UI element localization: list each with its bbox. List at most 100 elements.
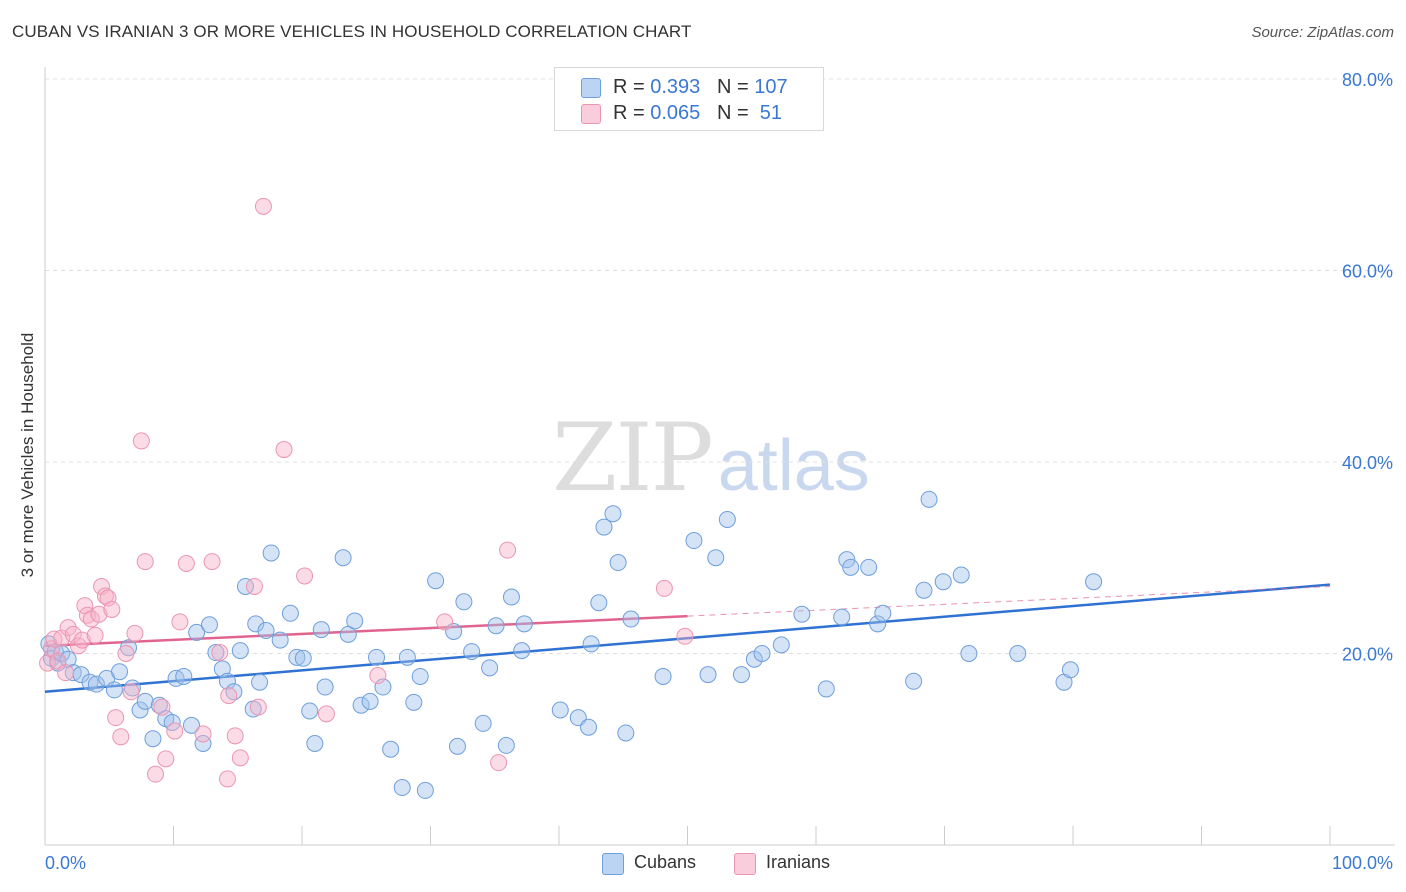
iranian-point	[436, 613, 454, 631]
iranian-point	[57, 664, 75, 682]
source-label: Source: ZipAtlas.com	[1251, 24, 1394, 41]
cuban-point	[445, 622, 463, 640]
iranian-point	[166, 722, 184, 740]
cuban-point	[352, 696, 370, 714]
iranian-point	[254, 197, 272, 215]
cuban-point	[136, 692, 154, 710]
cuban-point	[281, 604, 299, 622]
cuban-point	[838, 551, 856, 569]
cuban-point	[271, 631, 289, 649]
cuban-point	[481, 659, 499, 677]
cuban-point	[257, 622, 275, 640]
cuban-point	[53, 645, 71, 662]
cuban-point	[411, 667, 429, 685]
cuban-point	[361, 692, 379, 710]
cubans-swatch	[602, 853, 624, 875]
iranian-point	[317, 705, 335, 723]
cuban-point	[699, 666, 717, 684]
iranian-point	[177, 554, 195, 572]
legend-label: Iranians	[766, 852, 831, 872]
r-value: 0.065	[650, 102, 701, 124]
cuban-point	[842, 558, 860, 576]
cuban-point	[448, 737, 466, 755]
cuban-point	[513, 642, 531, 660]
iranian-point	[226, 727, 244, 745]
axes	[44, 67, 1395, 846]
cuban-point	[515, 615, 533, 633]
cuban-point	[753, 645, 771, 662]
cuban-point	[718, 510, 736, 528]
cuban-point	[1085, 573, 1103, 591]
iranian-point	[132, 432, 150, 450]
n-label: N =	[716, 102, 755, 124]
cuban-point	[874, 604, 892, 622]
x-tick-label: 100.0%	[1332, 853, 1393, 873]
cuban-point	[207, 644, 225, 662]
cuban-point	[952, 566, 970, 584]
n-value: 51	[754, 102, 783, 124]
cuban-point	[427, 572, 445, 590]
cuban-point	[405, 693, 423, 711]
cuban-point	[474, 714, 492, 732]
cuban-point	[346, 612, 364, 630]
iranian-point	[218, 770, 236, 788]
cuban-point	[502, 588, 520, 606]
iranian-point	[73, 631, 91, 649]
cuban-point	[175, 667, 193, 685]
cuban-point	[262, 544, 280, 562]
iranian-point	[39, 654, 57, 672]
cuban-point	[920, 490, 938, 508]
legend-label: Cubans	[634, 852, 697, 872]
cuban-point	[817, 680, 835, 698]
cuban-point	[497, 736, 515, 754]
cuban-point	[915, 581, 933, 599]
cuban-point	[182, 716, 200, 734]
cuban-point	[1009, 645, 1027, 662]
iranian-point	[147, 765, 165, 783]
y-tick-label: 80.0%	[1342, 70, 1393, 90]
cuban-point	[312, 621, 330, 639]
stats-legend: R = 0.393 N = 107 R = 0.065 N = 51	[554, 67, 824, 131]
cuban-point	[654, 667, 672, 685]
iranian-point	[676, 627, 694, 645]
r-label: R =	[613, 102, 651, 124]
cuban-point	[869, 615, 887, 633]
tick-labels: 20.0% 40.0% 60.0% 80.0% 0.0% 100.0%	[45, 70, 1393, 873]
iranian-point	[245, 577, 263, 595]
cuban-point	[218, 672, 236, 690]
iranian-point	[107, 709, 125, 727]
cuban-point	[398, 648, 416, 666]
iranian-point	[369, 667, 387, 685]
iranian-point	[136, 553, 154, 571]
cuban-point	[860, 558, 878, 576]
cuban-point	[580, 718, 598, 736]
cuban-point	[306, 735, 324, 753]
cuban-point	[188, 623, 206, 641]
cuban-point	[732, 666, 750, 684]
watermark-zip: ZIP	[552, 404, 714, 513]
cuban-point	[582, 635, 600, 653]
y-tick-label: 20.0%	[1342, 645, 1393, 665]
watermark-atlas: atlas	[717, 426, 870, 506]
iranian-point	[194, 725, 212, 743]
iranian-point	[122, 683, 140, 701]
cuban-point	[934, 573, 952, 591]
iranian-point	[275, 441, 293, 459]
cuban-point	[194, 735, 212, 753]
cuban-point	[487, 617, 505, 635]
iranian-point	[296, 567, 314, 585]
r-value: 0.393	[650, 76, 701, 98]
cuban-point	[905, 672, 923, 690]
iranian-point	[220, 687, 238, 705]
cuban-point	[685, 532, 703, 550]
y-tick-label: 60.0%	[1342, 262, 1393, 282]
n-label: N =	[716, 76, 755, 98]
iranians-swatch	[734, 853, 756, 875]
iranian-point	[99, 589, 117, 607]
cuban-point	[463, 643, 481, 661]
chart-title: CUBAN VS IRANIAN 3 OR MORE VEHICLES IN H…	[12, 22, 692, 41]
cuban-point	[236, 577, 254, 595]
cuban-point	[87, 675, 105, 693]
cuban-point	[368, 648, 386, 666]
